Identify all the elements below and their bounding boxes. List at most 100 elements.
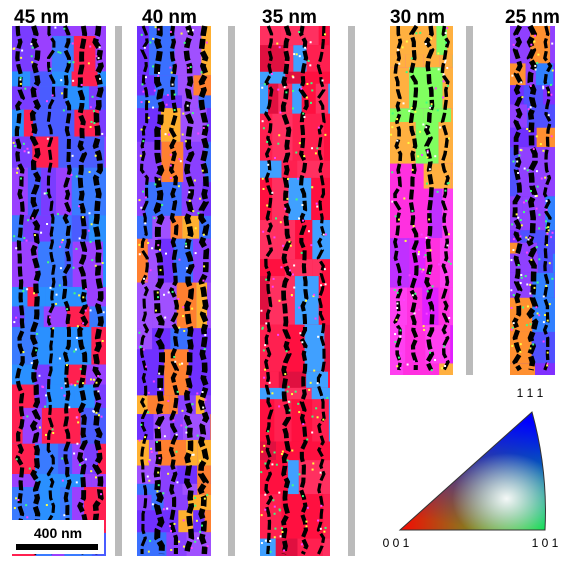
noise xyxy=(551,135,553,137)
noise xyxy=(159,249,161,251)
noise xyxy=(280,266,282,268)
noise xyxy=(24,150,26,152)
noise xyxy=(534,65,536,67)
noise xyxy=(261,87,263,89)
noise xyxy=(419,131,421,133)
noise xyxy=(142,91,144,93)
noise xyxy=(425,237,427,239)
noise xyxy=(92,96,94,98)
noise xyxy=(163,508,165,510)
noise xyxy=(310,244,312,246)
noise xyxy=(95,382,97,384)
noise xyxy=(91,121,93,123)
noise xyxy=(197,212,199,214)
noise xyxy=(443,73,445,75)
grain xyxy=(210,414,211,440)
noise xyxy=(273,278,275,280)
noise xyxy=(301,204,303,206)
noise xyxy=(286,198,288,200)
noise xyxy=(72,61,74,63)
noise xyxy=(72,155,74,157)
noise xyxy=(430,38,432,40)
noise xyxy=(260,310,262,312)
noise xyxy=(204,334,206,336)
noise xyxy=(170,154,172,156)
grain xyxy=(551,104,555,127)
noise xyxy=(520,282,522,284)
noise xyxy=(298,31,300,33)
noise xyxy=(157,292,159,294)
noise xyxy=(307,507,309,509)
noise xyxy=(30,43,32,45)
noise xyxy=(324,33,326,35)
noise xyxy=(264,83,266,85)
noise xyxy=(523,211,525,213)
panel-label: 45 nm xyxy=(14,7,69,28)
noise xyxy=(61,92,63,94)
noise xyxy=(20,57,22,59)
noise xyxy=(306,97,308,99)
panel-label: 30 nm xyxy=(390,7,445,28)
noise xyxy=(183,519,185,521)
noise xyxy=(303,116,305,118)
noise xyxy=(140,346,142,348)
noise xyxy=(57,51,59,53)
noise xyxy=(530,44,532,46)
noise xyxy=(147,411,149,413)
noise xyxy=(512,249,514,251)
noise xyxy=(22,290,24,292)
noise xyxy=(145,196,147,198)
noise xyxy=(296,53,298,55)
noise xyxy=(291,393,293,395)
noise xyxy=(423,329,425,331)
noise xyxy=(52,94,54,96)
noise xyxy=(55,303,57,305)
noise xyxy=(76,443,78,445)
noise xyxy=(297,403,299,405)
noise xyxy=(157,75,159,77)
noise xyxy=(537,54,539,56)
noise xyxy=(434,359,436,361)
noise xyxy=(77,381,79,383)
noise xyxy=(519,235,521,237)
noise xyxy=(185,245,187,247)
noise xyxy=(400,329,402,331)
grain xyxy=(260,84,268,114)
noise xyxy=(158,427,160,429)
grain xyxy=(550,26,555,63)
noise xyxy=(523,201,525,203)
noise xyxy=(316,203,318,205)
noise xyxy=(174,109,176,111)
noise xyxy=(261,514,263,516)
noise xyxy=(164,435,166,437)
noise xyxy=(26,415,28,417)
noise xyxy=(287,390,289,392)
noise xyxy=(151,247,153,249)
noise xyxy=(324,268,326,270)
noise xyxy=(168,134,170,136)
noise xyxy=(552,69,554,71)
noise xyxy=(551,232,553,234)
noise xyxy=(203,234,205,236)
noise xyxy=(82,322,84,324)
noise xyxy=(82,216,84,218)
noise xyxy=(88,212,90,214)
noise xyxy=(423,256,425,258)
noise xyxy=(163,294,165,296)
noise xyxy=(284,86,286,88)
noise xyxy=(36,333,38,335)
noise xyxy=(535,306,537,308)
noise xyxy=(167,473,169,475)
noise xyxy=(510,289,512,291)
noise xyxy=(414,111,416,113)
noise xyxy=(527,238,529,240)
noise xyxy=(148,117,150,119)
noise xyxy=(263,349,265,351)
noise xyxy=(305,521,307,523)
grain xyxy=(303,72,318,84)
noise xyxy=(13,142,15,144)
noise xyxy=(275,217,277,219)
noise xyxy=(23,143,25,145)
noise xyxy=(538,214,540,216)
noise xyxy=(261,542,263,544)
